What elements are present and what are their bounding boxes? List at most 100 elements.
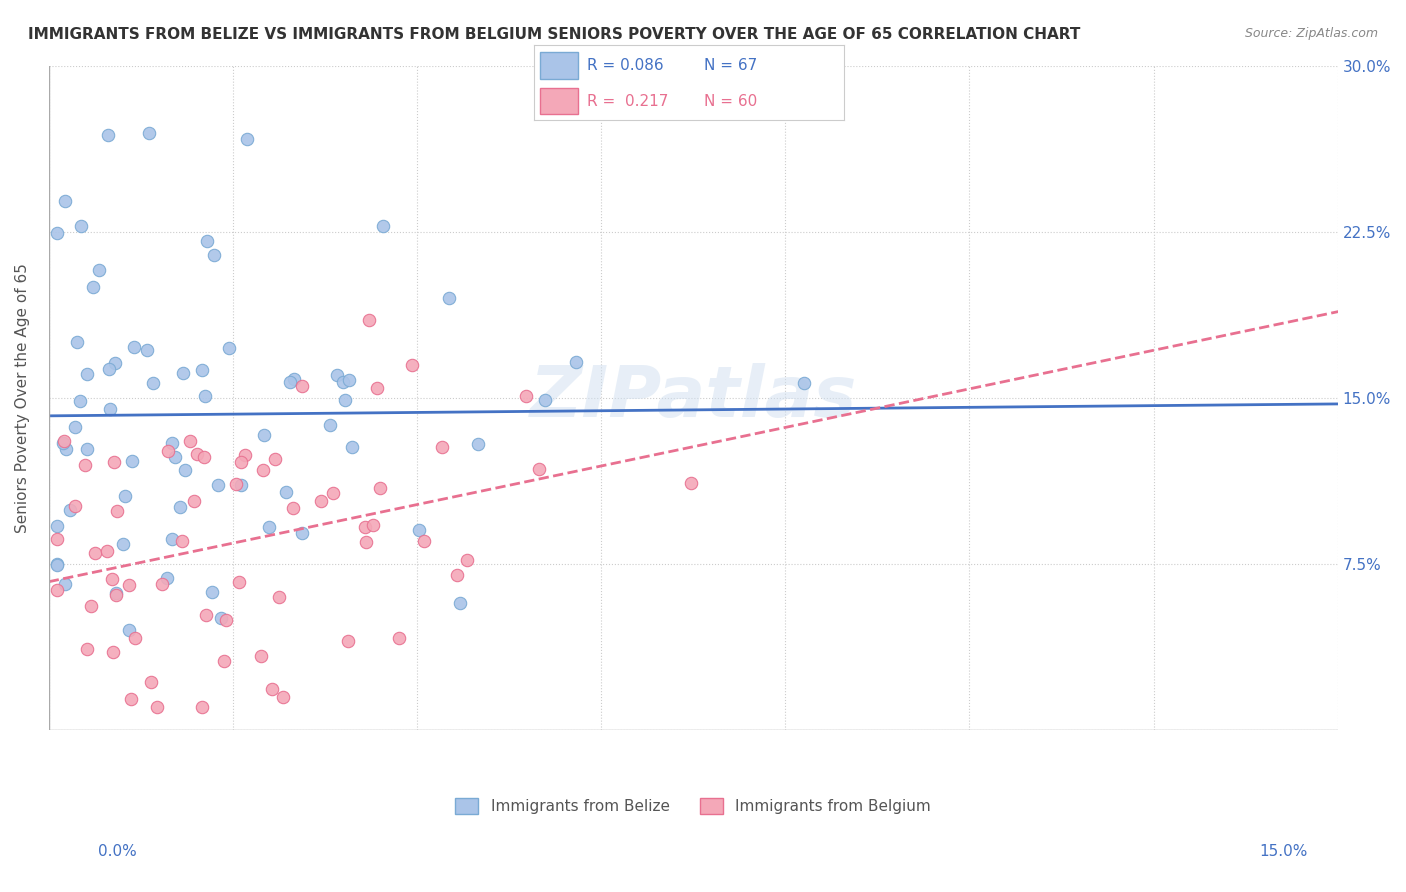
- Point: [118, 624, 141, 638]
- Y-axis label: Seniors Poverty Over the Age of 65: Seniors Poverty Over the Age of 65: [15, 262, 30, 533]
- Point: [446, 567, 468, 582]
- Point: [98, 362, 121, 376]
- Point: [124, 631, 146, 645]
- Point: [515, 389, 537, 403]
- Point: [160, 532, 183, 546]
- Point: [101, 645, 124, 659]
- FancyBboxPatch shape: [540, 87, 578, 114]
- Point: [194, 608, 217, 623]
- Point: [218, 342, 240, 356]
- Point: [333, 392, 356, 407]
- Point: [156, 571, 179, 585]
- Point: [273, 690, 295, 704]
- Point: [195, 234, 218, 248]
- Point: [359, 312, 381, 326]
- Text: 0.0%: 0.0%: [98, 845, 138, 859]
- Point: [53, 576, 76, 591]
- Legend: Immigrants from Belize, Immigrants from Belgium: Immigrants from Belize, Immigrants from …: [447, 790, 939, 822]
- Point: [309, 494, 332, 508]
- Point: [354, 534, 377, 549]
- Point: [172, 367, 194, 381]
- Point: [290, 379, 312, 393]
- Point: [322, 486, 344, 500]
- Point: [135, 343, 157, 357]
- Point: [69, 219, 91, 234]
- Point: [138, 126, 160, 140]
- Point: [69, 393, 91, 408]
- Point: [336, 634, 359, 648]
- Point: [388, 632, 411, 646]
- Point: [231, 478, 253, 492]
- Point: [408, 523, 430, 537]
- Point: [183, 494, 205, 508]
- Point: [366, 381, 388, 395]
- Point: [124, 340, 146, 354]
- Point: [262, 682, 284, 697]
- Point: [52, 434, 75, 449]
- Point: [65, 499, 87, 513]
- Point: [212, 654, 235, 668]
- Point: [193, 450, 215, 465]
- Point: [165, 450, 187, 464]
- Point: [76, 641, 98, 656]
- Point: [325, 368, 347, 382]
- Text: IMMIGRANTS FROM BELIZE VS IMMIGRANTS FROM BELGIUM SENIORS POVERTY OVER THE AGE O: IMMIGRANTS FROM BELIZE VS IMMIGRANTS FRO…: [28, 27, 1080, 42]
- Point: [170, 534, 193, 549]
- Point: [361, 517, 384, 532]
- Point: [169, 500, 191, 514]
- Point: [291, 526, 314, 541]
- Point: [104, 356, 127, 370]
- Point: [337, 373, 360, 387]
- Point: [75, 458, 97, 472]
- Point: [401, 358, 423, 372]
- Point: [46, 558, 69, 572]
- Point: [174, 462, 197, 476]
- Point: [80, 599, 103, 614]
- FancyBboxPatch shape: [540, 52, 578, 78]
- Point: [191, 362, 214, 376]
- Point: [201, 585, 224, 599]
- Point: [52, 436, 75, 450]
- Point: [76, 442, 98, 456]
- Point: [225, 477, 247, 491]
- Point: [564, 355, 586, 369]
- Point: [228, 574, 250, 589]
- Point: [233, 448, 256, 462]
- Point: [249, 648, 271, 663]
- Point: [103, 455, 125, 469]
- Point: [215, 614, 238, 628]
- Text: R =  0.217: R = 0.217: [586, 94, 668, 109]
- Text: N = 67: N = 67: [704, 58, 758, 73]
- Point: [46, 557, 69, 571]
- Point: [121, 454, 143, 468]
- Point: [231, 455, 253, 469]
- Point: [209, 611, 232, 625]
- Text: 15.0%: 15.0%: [1260, 845, 1308, 859]
- Point: [319, 417, 342, 432]
- Point: [276, 484, 298, 499]
- Point: [430, 440, 453, 454]
- Text: ZIPatlas: ZIPatlas: [530, 363, 856, 432]
- Point: [353, 520, 375, 534]
- Point: [53, 194, 76, 208]
- Point: [368, 481, 391, 495]
- Point: [253, 428, 276, 442]
- Point: [87, 263, 110, 277]
- Point: [97, 128, 120, 142]
- Point: [82, 280, 104, 294]
- Point: [46, 519, 69, 533]
- Point: [332, 375, 354, 389]
- Point: [281, 501, 304, 516]
- Point: [84, 546, 107, 560]
- Point: [257, 520, 280, 534]
- Point: [207, 478, 229, 492]
- Point: [263, 451, 285, 466]
- Point: [340, 440, 363, 454]
- Point: [76, 368, 98, 382]
- Point: [150, 576, 173, 591]
- Point: [269, 591, 291, 605]
- Text: N = 60: N = 60: [704, 94, 758, 109]
- Point: [202, 247, 225, 261]
- Point: [117, 578, 139, 592]
- Point: [66, 335, 89, 350]
